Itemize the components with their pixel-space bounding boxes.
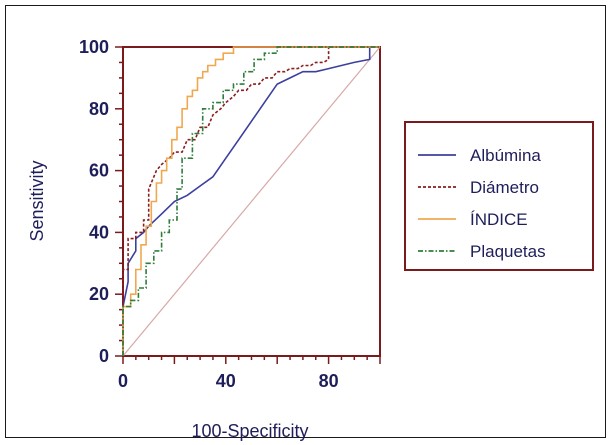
y-tick-label: 0 <box>99 346 109 366</box>
y-tick-label: 60 <box>89 161 109 181</box>
legend-label: Plaquetas <box>470 242 546 261</box>
legend-label: ÍNDICE <box>470 210 528 229</box>
x-tick-label: 0 <box>118 371 128 391</box>
y-tick-label: 40 <box>89 222 109 242</box>
series-line-1 <box>122 46 380 356</box>
legend: Albúmina Diámetro ÍNDICE Plaquetas <box>404 121 594 271</box>
y-axis-title: Sensitivity <box>27 160 47 241</box>
y-tick-label: 20 <box>89 284 109 304</box>
legend-box <box>404 121 594 271</box>
series-line-4 <box>122 46 380 356</box>
reference-diagonal <box>122 46 381 357</box>
series-line-2 <box>122 46 380 356</box>
x-tick-label: 80 <box>319 371 339 391</box>
x-axis-title: 100-Specificity <box>191 421 308 441</box>
plot-area: 0 20 40 60 80 100 0 40 80 <box>79 37 381 391</box>
x-tick-label: 40 <box>216 371 236 391</box>
y-tick-label: 80 <box>89 99 109 119</box>
legend-label: Diámetro <box>470 178 539 197</box>
legend-label: Albúmina <box>470 146 541 165</box>
y-tick-label: 100 <box>79 37 109 57</box>
series-line-3 <box>122 46 380 356</box>
